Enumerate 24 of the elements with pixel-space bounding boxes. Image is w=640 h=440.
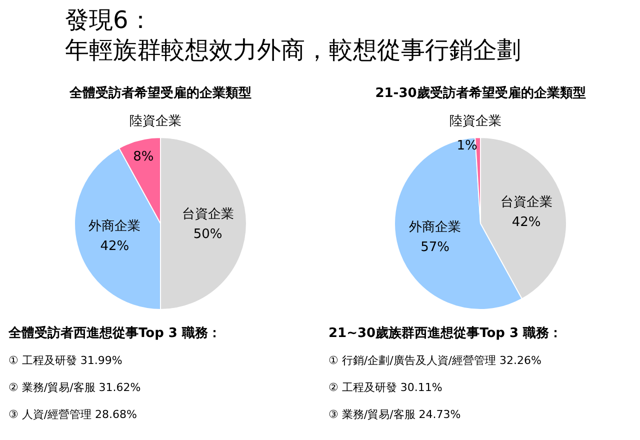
text: 全體受訪者希望受雇的企業類型 — [68, 85, 252, 101]
text: ② 工程及研發 30.11% — [328, 381, 442, 394]
text: 全體受訪者西進想從事Top 3 職務： — [8, 325, 221, 341]
slice-label: 外商企業 — [409, 220, 462, 236]
slice-label: 陸資企業 — [130, 114, 182, 129]
chart-title: 發現6： — [65, 6, 152, 34]
slice-label: 陸資企業 — [450, 114, 502, 129]
data-label: 42% — [512, 215, 541, 230]
data-label: 1% — [456, 138, 478, 154]
slice-label: 台資企業 — [182, 207, 234, 222]
text: 21~30歲族群西進想從事Top 3 職務： — [328, 325, 562, 341]
chart-title: 21-30歲受訪者希望受雇的企業類型 — [375, 85, 586, 101]
text: ① 工程及研發 31.99% — [8, 354, 122, 367]
text: ① 行銷/企劃/廣告及人資/經營管理 32.26% — [328, 354, 542, 367]
slice-label: 外商企業 — [88, 218, 141, 234]
text: ③ 人資/經營管理 28.68% — [8, 408, 138, 421]
data-label: 42% — [100, 238, 130, 254]
text: ② 業務/貿易/客服 31.62% — [8, 381, 141, 394]
data-label: 50% — [193, 227, 222, 242]
slice-label: 台資企業 — [500, 195, 552, 210]
chart-subtitle: 年輕族群較想效力外商，較想從事行銷企劃 — [65, 36, 521, 64]
data-label: 8% — [133, 149, 154, 164]
text: ③ 業務/貿易/客服 24.73% — [328, 408, 461, 421]
data-label: 57% — [420, 240, 450, 256]
